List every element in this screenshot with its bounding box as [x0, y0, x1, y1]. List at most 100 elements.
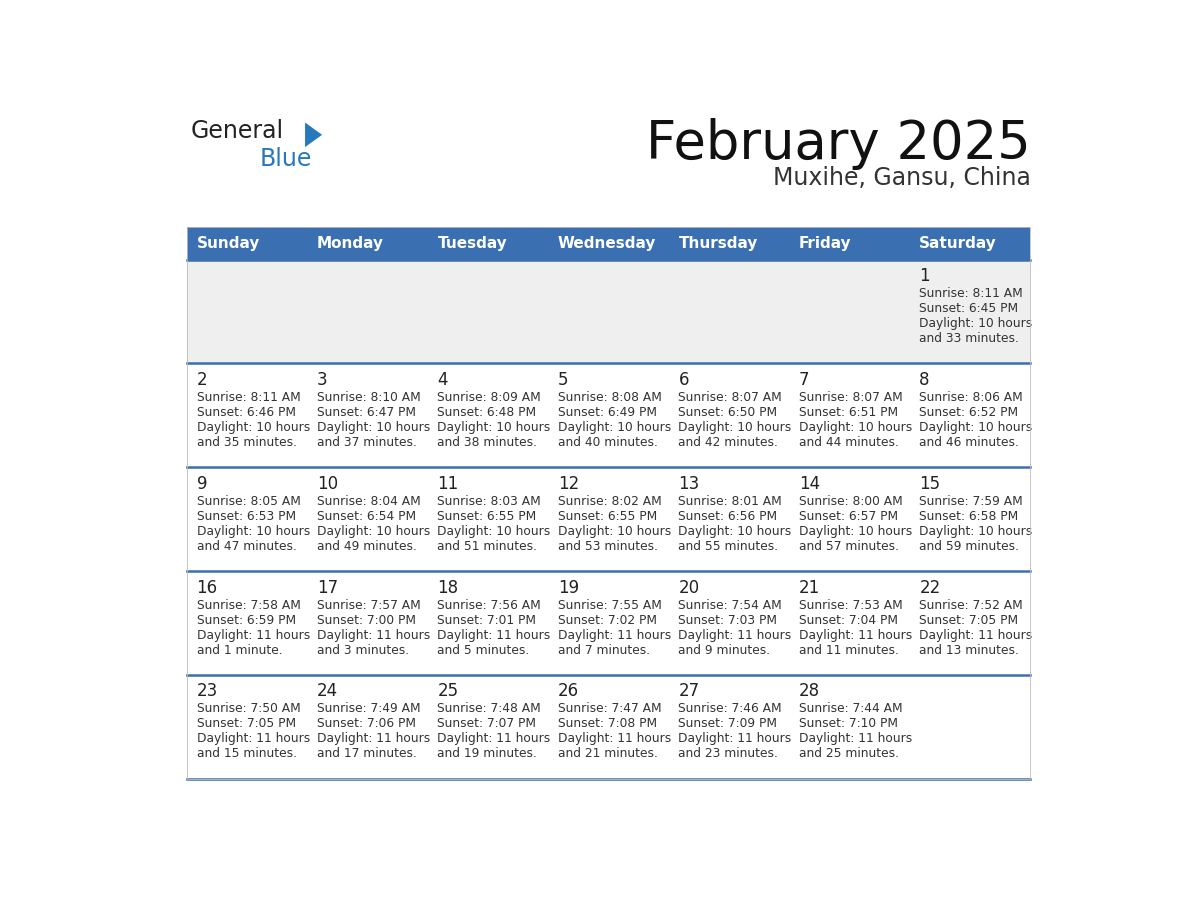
Text: and 59 minutes.: and 59 minutes. [920, 540, 1019, 553]
Text: Sunrise: 8:06 AM: Sunrise: 8:06 AM [920, 391, 1023, 404]
Text: and 35 minutes.: and 35 minutes. [196, 436, 297, 449]
Text: and 7 minutes.: and 7 minutes. [558, 644, 650, 656]
Text: Sunset: 6:57 PM: Sunset: 6:57 PM [798, 509, 898, 523]
Text: Daylight: 11 hours: Daylight: 11 hours [196, 733, 310, 745]
Text: and 21 minutes.: and 21 minutes. [558, 747, 658, 760]
Text: Daylight: 10 hours: Daylight: 10 hours [920, 421, 1032, 434]
Text: Daylight: 11 hours: Daylight: 11 hours [678, 629, 791, 642]
Text: and 51 minutes.: and 51 minutes. [437, 540, 537, 553]
Text: and 53 minutes.: and 53 minutes. [558, 540, 658, 553]
Text: 21: 21 [798, 578, 820, 597]
Text: Daylight: 10 hours: Daylight: 10 hours [437, 421, 551, 434]
Text: Sunset: 7:05 PM: Sunset: 7:05 PM [196, 718, 296, 731]
Text: 18: 18 [437, 578, 459, 597]
Text: Daylight: 10 hours: Daylight: 10 hours [196, 525, 310, 538]
Text: Sunrise: 8:09 AM: Sunrise: 8:09 AM [437, 391, 542, 404]
Bar [188, 571, 1030, 675]
Text: Daylight: 10 hours: Daylight: 10 hours [317, 421, 430, 434]
Text: 11: 11 [437, 475, 459, 493]
Text: Sunset: 6:56 PM: Sunset: 6:56 PM [678, 509, 777, 523]
Text: Sunrise: 7:48 AM: Sunrise: 7:48 AM [437, 702, 542, 715]
Text: 28: 28 [798, 682, 820, 700]
Text: 13: 13 [678, 475, 700, 493]
Text: Saturday: Saturday [920, 236, 997, 251]
Polygon shape [305, 122, 322, 147]
Text: and 5 minutes.: and 5 minutes. [437, 644, 530, 656]
Text: Daylight: 11 hours: Daylight: 11 hours [437, 629, 551, 642]
Text: 10: 10 [317, 475, 339, 493]
Text: 27: 27 [678, 682, 700, 700]
Bar [188, 467, 1030, 571]
Text: Daylight: 11 hours: Daylight: 11 hours [437, 733, 551, 745]
Text: Wednesday: Wednesday [558, 236, 656, 251]
Text: Sunrise: 7:59 AM: Sunrise: 7:59 AM [920, 495, 1023, 508]
Text: 24: 24 [317, 682, 339, 700]
Text: Sunset: 7:06 PM: Sunset: 7:06 PM [317, 718, 416, 731]
Text: 2: 2 [196, 371, 207, 389]
Text: Sunset: 6:50 PM: Sunset: 6:50 PM [678, 406, 777, 420]
Text: Sunset: 6:46 PM: Sunset: 6:46 PM [196, 406, 296, 420]
Text: 9: 9 [196, 475, 207, 493]
Text: and 19 minutes.: and 19 minutes. [437, 747, 537, 760]
Text: Sunset: 7:02 PM: Sunset: 7:02 PM [558, 613, 657, 627]
Text: Sunrise: 7:56 AM: Sunrise: 7:56 AM [437, 599, 542, 611]
Text: and 44 minutes.: and 44 minutes. [798, 436, 898, 449]
Bar [188, 227, 1030, 778]
Text: Sunrise: 8:11 AM: Sunrise: 8:11 AM [920, 287, 1023, 300]
Bar [188, 227, 1030, 260]
Text: and 25 minutes.: and 25 minutes. [798, 747, 899, 760]
Text: Monday: Monday [317, 236, 384, 251]
Text: Sunrise: 8:08 AM: Sunrise: 8:08 AM [558, 391, 662, 404]
Text: Daylight: 10 hours: Daylight: 10 hours [798, 525, 912, 538]
Text: 15: 15 [920, 475, 941, 493]
Text: Sunrise: 8:07 AM: Sunrise: 8:07 AM [678, 391, 782, 404]
Text: Sunset: 7:05 PM: Sunset: 7:05 PM [920, 613, 1018, 627]
Text: Daylight: 11 hours: Daylight: 11 hours [196, 629, 310, 642]
Text: Sunrise: 7:44 AM: Sunrise: 7:44 AM [798, 702, 903, 715]
Text: and 42 minutes.: and 42 minutes. [678, 436, 778, 449]
Text: 20: 20 [678, 578, 700, 597]
Bar [188, 260, 1030, 364]
Text: Sunrise: 7:49 AM: Sunrise: 7:49 AM [317, 702, 421, 715]
Text: Daylight: 10 hours: Daylight: 10 hours [920, 318, 1032, 330]
Text: Daylight: 10 hours: Daylight: 10 hours [558, 525, 671, 538]
Text: Sunset: 6:59 PM: Sunset: 6:59 PM [196, 613, 296, 627]
Text: Muxihe, Gansu, China: Muxihe, Gansu, China [772, 165, 1030, 190]
Text: Daylight: 10 hours: Daylight: 10 hours [196, 421, 310, 434]
Text: 17: 17 [317, 578, 339, 597]
Text: 19: 19 [558, 578, 579, 597]
Text: Sunrise: 8:05 AM: Sunrise: 8:05 AM [196, 495, 301, 508]
Text: Sunset: 7:07 PM: Sunset: 7:07 PM [437, 718, 537, 731]
Text: and 55 minutes.: and 55 minutes. [678, 540, 778, 553]
Text: Daylight: 11 hours: Daylight: 11 hours [558, 629, 671, 642]
Text: General: General [191, 119, 284, 143]
Text: 16: 16 [196, 578, 217, 597]
Text: Sunset: 6:55 PM: Sunset: 6:55 PM [437, 509, 537, 523]
Text: and 1 minute.: and 1 minute. [196, 644, 283, 656]
Text: Sunrise: 8:01 AM: Sunrise: 8:01 AM [678, 495, 782, 508]
Text: 5: 5 [558, 371, 568, 389]
Text: Sunset: 6:51 PM: Sunset: 6:51 PM [798, 406, 898, 420]
Text: Sunrise: 8:07 AM: Sunrise: 8:07 AM [798, 391, 903, 404]
Text: Sunrise: 7:58 AM: Sunrise: 7:58 AM [196, 599, 301, 611]
Text: Sunset: 6:54 PM: Sunset: 6:54 PM [317, 509, 416, 523]
Bar [188, 364, 1030, 467]
Text: 14: 14 [798, 475, 820, 493]
Text: Sunrise: 8:10 AM: Sunrise: 8:10 AM [317, 391, 421, 404]
Text: Sunset: 7:00 PM: Sunset: 7:00 PM [317, 613, 416, 627]
Text: Sunset: 7:10 PM: Sunset: 7:10 PM [798, 718, 898, 731]
Text: Daylight: 11 hours: Daylight: 11 hours [317, 629, 430, 642]
Text: 6: 6 [678, 371, 689, 389]
Text: Daylight: 11 hours: Daylight: 11 hours [798, 629, 912, 642]
Text: and 33 minutes.: and 33 minutes. [920, 332, 1019, 345]
Text: 3: 3 [317, 371, 328, 389]
Text: Sunrise: 7:46 AM: Sunrise: 7:46 AM [678, 702, 782, 715]
Text: Sunrise: 7:57 AM: Sunrise: 7:57 AM [317, 599, 421, 611]
Text: and 38 minutes.: and 38 minutes. [437, 436, 537, 449]
Text: Sunrise: 7:50 AM: Sunrise: 7:50 AM [196, 702, 301, 715]
Text: and 15 minutes.: and 15 minutes. [196, 747, 297, 760]
Text: Sunrise: 7:54 AM: Sunrise: 7:54 AM [678, 599, 782, 611]
Text: Sunset: 7:09 PM: Sunset: 7:09 PM [678, 718, 777, 731]
Text: Daylight: 10 hours: Daylight: 10 hours [678, 525, 791, 538]
Text: Sunset: 6:48 PM: Sunset: 6:48 PM [437, 406, 537, 420]
